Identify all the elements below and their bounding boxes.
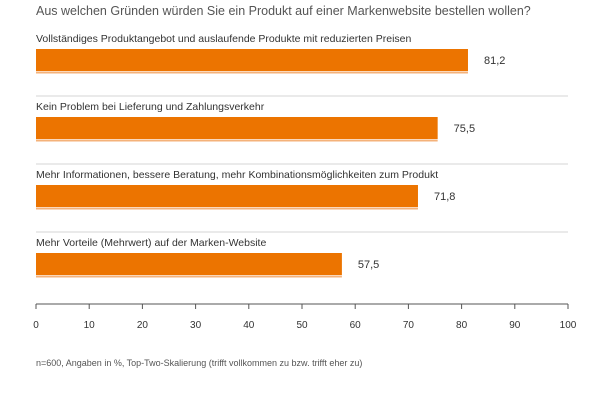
category-label: Vollständiges Produktangebot und auslauf…: [36, 33, 411, 45]
bar-rows: Vollständiges Produktangebot und auslauf…: [36, 33, 568, 278]
x-tick-label: 20: [137, 320, 149, 331]
footnote: n=600, Angaben in %, Top-Two-Skalierung …: [36, 358, 362, 368]
category-label: Mehr Vorteile (Mehrwert) auf der Marken-…: [36, 237, 266, 249]
x-tick-label: 0: [33, 320, 39, 331]
value-label: 81,2: [484, 55, 505, 67]
bar: [36, 253, 342, 275]
x-tick-label: 40: [243, 320, 255, 331]
value-label: 57,5: [358, 259, 379, 271]
bar: [36, 185, 418, 207]
x-tick-label: 90: [509, 320, 521, 331]
category-label: Mehr Informationen, bessere Beratung, me…: [36, 169, 438, 181]
x-tick-label: 10: [84, 320, 96, 331]
x-tick-label: 100: [560, 320, 577, 331]
bar: [36, 49, 468, 71]
category-label: Kein Problem bei Lieferung und Zahlungsv…: [36, 101, 265, 113]
value-label: 71,8: [434, 191, 455, 203]
value-label: 75,5: [454, 123, 475, 135]
x-tick-label: 30: [190, 320, 202, 331]
x-tick-label: 80: [456, 320, 468, 331]
x-tick-label: 60: [350, 320, 362, 331]
chart-title: Aus welchen Gründen würden Sie ein Produ…: [36, 4, 531, 18]
bar: [36, 117, 438, 139]
x-axis-ticks: 0 10 20 30 40 50 60 70 80 90 100: [33, 304, 577, 331]
x-tick-label: 50: [296, 320, 308, 331]
x-tick-label: 70: [403, 320, 415, 331]
